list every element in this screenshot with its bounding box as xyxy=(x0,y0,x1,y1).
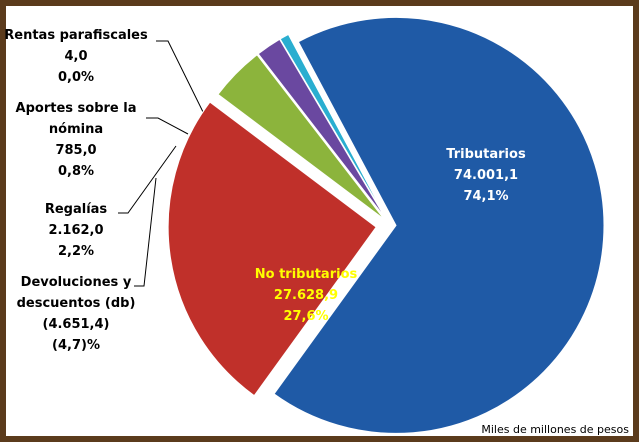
slice-percent: 0,8% xyxy=(57,164,95,179)
slice-name: Rentas parafiscales xyxy=(4,28,148,43)
slice-name: Regalías xyxy=(44,202,108,217)
slice-percent: 0,0% xyxy=(57,70,95,85)
slice-label: Devoluciones y descuentos (db) (4.651,4) (… xyxy=(1,272,151,356)
slice-label: Regalías 2.162,0 2,2% xyxy=(1,199,151,262)
slice-label: Rentas parafiscales 4,0 0,0% xyxy=(1,25,151,88)
pie-slice xyxy=(287,33,387,219)
leader-line xyxy=(118,145,177,214)
slice-value: 27.628,9 xyxy=(273,288,339,303)
leader-line xyxy=(134,177,157,287)
slice-name: No tributarios xyxy=(254,267,358,282)
slice-name: Devoluciones y descuentos (db) xyxy=(16,275,136,311)
pie-slice xyxy=(273,16,605,434)
slice-label: Tributarios 74.001,1 74,1% xyxy=(416,144,556,207)
slice-name: Tributarios xyxy=(446,147,526,162)
slice-percent: 27,6% xyxy=(283,309,329,324)
slice-percent: 2,2% xyxy=(57,244,95,259)
leader-line xyxy=(146,117,189,135)
leader-line xyxy=(156,40,207,119)
pie-slice xyxy=(217,54,385,220)
slice-label: Aportes sobre la nómina 785,0 0,8% xyxy=(1,98,151,182)
chart-area: Miles de millones de pesos Tributarios 74… xyxy=(4,6,633,436)
slice-percent: (4,7)% xyxy=(52,338,100,353)
pie-chart xyxy=(118,16,605,434)
slice-value: 4,0 xyxy=(64,49,88,64)
pie-slice xyxy=(257,38,386,219)
slice-value: (4.651,4) xyxy=(42,317,110,332)
slice-value: 74.001,1 xyxy=(453,168,519,183)
slice-label: No tributarios 27.628,9 27,6% xyxy=(236,264,376,327)
slice-value: 2.162,0 xyxy=(48,223,104,238)
slice-name: Aportes sobre la nómina xyxy=(15,101,137,137)
leader-lines xyxy=(118,40,207,287)
slice-percent: 74,1% xyxy=(463,189,509,204)
slice-value: 785,0 xyxy=(55,143,97,158)
pie-slice xyxy=(167,101,377,397)
unit-note: Miles de millones de pesos xyxy=(481,423,629,436)
